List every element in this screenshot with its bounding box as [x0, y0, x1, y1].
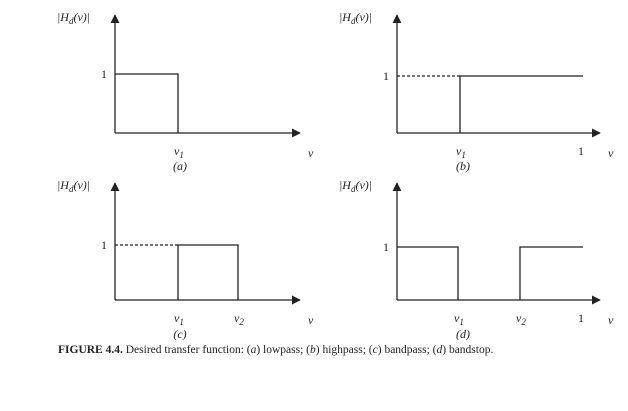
- x-tick-label: ν1: [456, 144, 466, 160]
- y-tick-label: 1: [101, 238, 107, 252]
- panel-label: (b): [456, 159, 470, 173]
- panel-label: (d): [456, 327, 470, 340]
- x-tick-sub: 1: [461, 150, 466, 160]
- caption-part: b: [310, 344, 316, 356]
- y-label-tail: (ν)|: [73, 10, 90, 24]
- y-tick-label: 1: [101, 67, 107, 81]
- x-tick-base: 1: [578, 311, 584, 325]
- caption-part: c: [372, 344, 378, 356]
- x-axis-label: ν: [608, 313, 614, 327]
- panel-label: (c): [173, 327, 186, 340]
- response: [115, 73, 179, 133]
- y-label: |Hd(ν)|: [339, 10, 372, 26]
- y-label: |Hd(ν)|: [57, 10, 90, 26]
- caption: FIGURE 4.4. Desired transfer function: (…: [58, 342, 582, 358]
- x-axis-label: ν: [308, 146, 314, 160]
- response: [177, 244, 239, 300]
- y-label-main: |H: [339, 178, 352, 192]
- panel: |Hd(ν)|1ν1 1 ν(b): [339, 10, 614, 173]
- caption-part: FIGURE 4.4.: [58, 344, 123, 356]
- y-label-tail: (ν)|: [73, 178, 90, 192]
- x-tick-base: ν: [174, 144, 180, 158]
- caption-part: ) highpass; (: [315, 344, 373, 356]
- x-tick-label: 1: [578, 144, 584, 158]
- x-tick-label: ν1: [174, 311, 184, 327]
- x-tick-label: ν2: [516, 311, 526, 327]
- caption-part: ) bandpass; (: [377, 344, 437, 356]
- panel: |Hd(ν)|1ν1 ν(a): [57, 10, 314, 173]
- y-label-sub: d: [351, 184, 356, 194]
- x-tick-label: 1: [578, 311, 584, 325]
- x-tick-label: ν1: [174, 144, 184, 160]
- response: [397, 246, 459, 300]
- x-axis-label: ν: [608, 146, 614, 160]
- response: [519, 246, 583, 300]
- x-tick-sub: 1: [459, 317, 464, 327]
- x-tick-base: ν: [456, 144, 462, 158]
- panel: |Hd(ν)|1ν1 ν2 1 ν(d): [339, 178, 614, 341]
- x-tick-base: ν: [516, 311, 522, 325]
- y-label-main: |H: [57, 10, 70, 24]
- x-tick-sub: 1: [179, 150, 184, 160]
- x-tick-sub: 2: [521, 317, 526, 327]
- x-axis-label: ν: [308, 313, 314, 327]
- x-tick-label: ν2: [234, 311, 244, 327]
- y-label: |Hd(ν)|: [339, 178, 372, 194]
- y-tick-label: 1: [383, 240, 389, 254]
- x-tick-label: ν1: [454, 311, 464, 327]
- y-tick-label: 1: [383, 69, 389, 83]
- y-label-sub: d: [69, 16, 74, 26]
- y-label: |Hd(ν)|: [57, 178, 90, 194]
- y-label-tail: (ν)|: [355, 178, 372, 192]
- y-label-tail: (ν)|: [355, 10, 372, 24]
- x-tick-base: ν: [174, 311, 180, 325]
- response: [459, 75, 583, 133]
- panel-label: (a): [173, 159, 187, 173]
- y-label-sub: d: [69, 184, 74, 194]
- caption-part: ) lowpass; (: [256, 344, 311, 356]
- y-label-sub: d: [351, 16, 356, 26]
- caption-part: a: [250, 344, 257, 356]
- figure: |Hd(ν)|1ν1 ν(a)|Hd(ν)|1ν1 1 ν(b)|Hd(ν)|1ν1 ν…: [57, 10, 614, 341]
- caption-part: ) bandstop.: [442, 344, 494, 356]
- x-tick-sub: 1: [179, 317, 184, 327]
- y-label-main: |H: [57, 178, 70, 192]
- caption-part: d: [436, 344, 443, 356]
- caption-part: Desired transfer function: (: [122, 344, 251, 356]
- x-tick-base: ν: [234, 311, 240, 325]
- y-label-main: |H: [339, 10, 352, 24]
- x-tick-base: ν: [454, 311, 460, 325]
- x-tick-sub: 2: [239, 317, 244, 327]
- x-tick-base: 1: [578, 144, 584, 158]
- panel: |Hd(ν)|1ν1 ν2 ν(c): [57, 178, 314, 341]
